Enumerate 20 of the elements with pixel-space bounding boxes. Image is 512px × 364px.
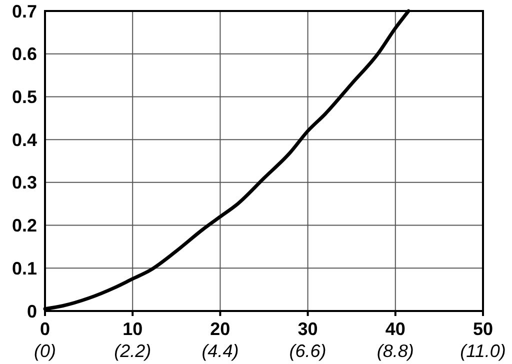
y-tick-label: 0.4 (12, 130, 37, 150)
y-tick-label: 0.1 (12, 258, 37, 278)
x-tick-label: 30 (298, 319, 318, 339)
x-tick-label: 40 (385, 319, 406, 339)
x-tick-label: 10 (122, 319, 143, 339)
x2-tick-label: (2.2) (114, 341, 152, 361)
x2-tick-label: (11.0) (460, 341, 506, 361)
y-tick-label: 0.3 (12, 172, 37, 193)
x-tick-label: 20 (210, 319, 230, 339)
x2-tick-label: (6.6) (289, 341, 326, 361)
y-tick-label: 0.5 (12, 87, 37, 108)
y-tick-label: 0 (26, 301, 37, 322)
y-tick-label: 0.2 (12, 216, 37, 236)
x-tick-label: 50 (472, 319, 494, 339)
y-tick-label: 0.7 (12, 1, 37, 22)
x2-tick-label: (8.8) (376, 341, 414, 361)
x2-tick-label: (4.4) (202, 341, 239, 361)
y-tick-label: 0.6 (12, 44, 37, 64)
x-tick-label: 0 (40, 319, 50, 339)
x2-tick-label: (0) (34, 341, 56, 361)
